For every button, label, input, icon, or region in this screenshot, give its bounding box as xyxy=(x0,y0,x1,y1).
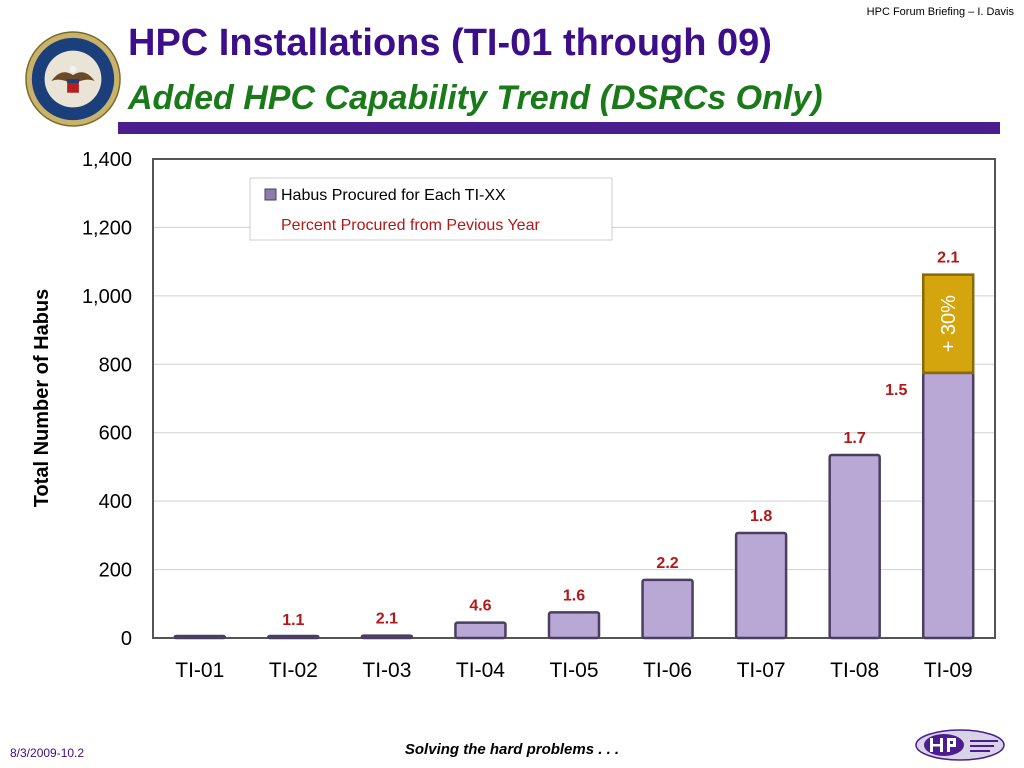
x-tick-label: TI-03 xyxy=(362,659,411,682)
bar-ti-04 xyxy=(454,621,507,640)
ratio-label: 1.6 xyxy=(563,587,585,604)
ratio-label: 1.8 xyxy=(750,508,772,525)
bar-ti-09 xyxy=(921,371,975,640)
x-tick-label: TI-07 xyxy=(737,659,786,682)
x-tick-label: TI-09 xyxy=(924,659,973,682)
legend-box xyxy=(249,177,613,241)
x-tick-label: TI-01 xyxy=(175,659,224,682)
dod-seal-logo xyxy=(25,31,121,127)
x-tick-label: TI-05 xyxy=(549,659,598,682)
ratio-label: 2.1 xyxy=(376,611,398,628)
ratio-label: 1.1 xyxy=(282,612,304,629)
legend-swatch xyxy=(264,188,277,201)
bar-ti-08 xyxy=(828,453,881,640)
y-tick-label: 400 xyxy=(99,491,132,513)
increment-label: + 30% xyxy=(938,295,960,352)
y-axis-label: Total Number of Habus xyxy=(31,289,53,508)
slide-title: HPC Installations (TI-01 through 09) xyxy=(128,22,772,64)
y-tick-label: 1,000 xyxy=(82,286,132,308)
ratio-label: 4.6 xyxy=(469,598,491,615)
y-tick-label: 800 xyxy=(99,354,132,376)
y-tick-label: 600 xyxy=(99,423,132,445)
data-labels: + 30% 1.1 2.1 4.6 1.6 2.2 1.8 1.7 1.5 2.1 xyxy=(282,250,960,629)
x-tick-label: TI-08 xyxy=(830,659,879,682)
hpc-logo xyxy=(915,729,1005,761)
ratio-label: 1.7 xyxy=(844,430,866,447)
increment-segment xyxy=(921,273,975,375)
bar-ti-05 xyxy=(547,611,601,640)
ratio-label-top: 2.1 xyxy=(937,250,959,267)
y-tick-label: 0 xyxy=(121,628,132,650)
header-note: HPC Forum Briefing – I. Davis xyxy=(866,6,1014,18)
x-tick-label: TI-02 xyxy=(269,659,318,682)
bars xyxy=(173,273,975,640)
bar-ti-02 xyxy=(267,634,320,640)
legend: Habus Procured for Each TI-XX Percent Pr… xyxy=(249,177,613,241)
axes: 0 200 400 600 800 1,000 1,200 1,400 TI-01 TI-02 TI… xyxy=(82,149,973,682)
footer-tagline: Solving the hard problems . . . xyxy=(404,741,620,758)
x-tick-label: TI-06 xyxy=(643,659,692,682)
bar-ti-06 xyxy=(641,578,694,640)
bar-ti-01 xyxy=(173,634,227,640)
slide-subtitle: Added HPC Capability Trend (DSRCs Only) xyxy=(128,79,823,117)
title-divider xyxy=(118,122,1000,134)
y-tick-label: 1,200 xyxy=(82,217,132,239)
legend-ratio-name: Percent Procured from Pevious Year xyxy=(281,217,540,234)
bar-ti-03 xyxy=(360,634,414,640)
legend-series-name: Habus Procured for Each TI-XX xyxy=(281,187,506,204)
bar-ti-07 xyxy=(734,531,788,640)
x-tick-label: TI-04 xyxy=(456,659,505,682)
footer-date: 8/3/2009-10.2 xyxy=(10,746,85,760)
ratio-label: 1.5 xyxy=(885,382,907,399)
y-tick-label: 1,400 xyxy=(82,149,132,171)
bar-chart: + 30% 1.1 2.1 4.6 1.6 2.2 1.8 1.7 1.5 2.1 0 200 400… xyxy=(31,149,996,682)
y-tick-label: 200 xyxy=(99,560,132,582)
ratio-label: 2.2 xyxy=(656,555,678,572)
